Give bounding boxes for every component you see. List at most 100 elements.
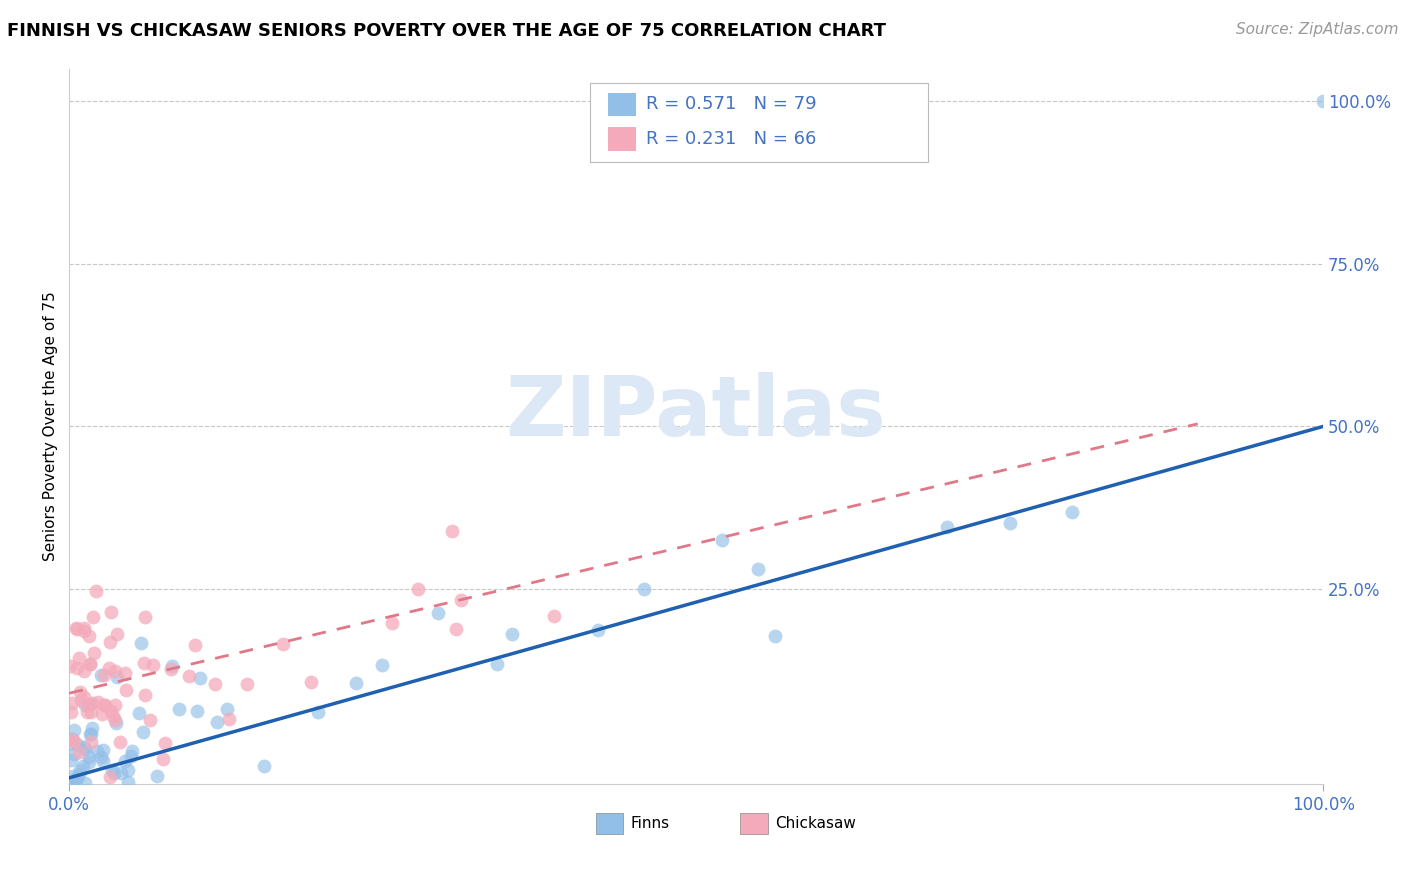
Point [134, 609, 156, 624]
Text: R = 0.231   N = 66: R = 0.231 N = 66 [645, 129, 817, 148]
Text: R = 0.571   N = 79: R = 0.571 N = 79 [645, 95, 817, 113]
Point [271, 637, 294, 651]
Point [253, 758, 276, 772]
Point [80, 727, 103, 741]
Text: FINNISH VS CHICKASAW SENIORS POVERTY OVER THE AGE OF 75 CORRELATION CHART: FINNISH VS CHICKASAW SENIORS POVERTY OVE… [7, 22, 886, 40]
Point [62, 775, 84, 789]
Point [205, 715, 228, 730]
Point [66, 623, 89, 637]
Point [98, 661, 121, 675]
Point [91, 743, 114, 757]
Point [86, 789, 108, 804]
Point [1062, 505, 1084, 519]
Point [120, 748, 142, 763]
Point [153, 736, 176, 750]
Point [73, 776, 96, 790]
Point [67, 766, 90, 780]
Point [426, 606, 449, 620]
Point [215, 702, 238, 716]
Point [79, 726, 101, 740]
Point [73, 621, 96, 635]
Point [177, 669, 200, 683]
Point [307, 705, 329, 719]
Point [69, 685, 91, 699]
Point [73, 624, 96, 639]
Point [115, 682, 138, 697]
Point [93, 698, 115, 713]
Point [66, 661, 89, 675]
FancyBboxPatch shape [589, 83, 928, 161]
Point [91, 796, 114, 810]
Point [82, 797, 104, 811]
Point [67, 650, 90, 665]
Bar [740, 813, 768, 834]
Point [152, 752, 174, 766]
Point [141, 789, 163, 804]
Bar [596, 813, 623, 834]
Point [69, 797, 91, 811]
Point [83, 646, 105, 660]
Point [93, 667, 115, 681]
Point [142, 658, 165, 673]
Point [72, 740, 94, 755]
Point [139, 713, 162, 727]
Point [82, 609, 104, 624]
Point [186, 704, 208, 718]
Point [60, 732, 83, 747]
Point [60, 731, 83, 746]
Point [80, 797, 103, 811]
Point [79, 657, 101, 672]
Point [633, 582, 655, 596]
Point [103, 766, 125, 780]
Point [501, 627, 523, 641]
Point [763, 629, 786, 643]
Point [66, 771, 89, 785]
Point [59, 736, 82, 750]
Bar [609, 93, 636, 117]
Point [381, 616, 404, 631]
Point [60, 753, 83, 767]
Point [66, 739, 89, 753]
Point [110, 734, 132, 748]
Point [65, 772, 87, 786]
Text: ZIPatlas: ZIPatlas [506, 372, 887, 452]
Point [72, 759, 94, 773]
Point [91, 754, 114, 768]
Point [184, 638, 207, 652]
Point [89, 750, 111, 764]
Point [132, 725, 155, 739]
Point [204, 676, 226, 690]
Point [77, 750, 100, 764]
Point [936, 520, 959, 534]
Point [370, 658, 392, 673]
Point [543, 609, 565, 624]
Text: Finns: Finns [631, 816, 671, 831]
Point [121, 744, 143, 758]
Point [59, 659, 82, 673]
Point [134, 688, 156, 702]
Point [72, 690, 94, 704]
Point [146, 768, 169, 782]
Point [60, 782, 83, 797]
Point [69, 763, 91, 777]
Point [90, 667, 112, 681]
Point [711, 533, 734, 547]
Point [100, 704, 122, 718]
Point [75, 698, 97, 712]
Text: Source: ZipAtlas.com: Source: ZipAtlas.com [1236, 22, 1399, 37]
Point [998, 516, 1021, 530]
Point [218, 712, 240, 726]
Point [236, 677, 259, 691]
Point [79, 657, 101, 672]
Point [100, 605, 122, 619]
Point [80, 735, 103, 749]
Point [104, 715, 127, 730]
Point [117, 774, 139, 789]
Point [62, 733, 84, 747]
Point [87, 695, 110, 709]
Point [94, 698, 117, 712]
Point [101, 789, 124, 804]
Point [65, 621, 87, 635]
Point [586, 623, 609, 637]
Point [98, 770, 121, 784]
